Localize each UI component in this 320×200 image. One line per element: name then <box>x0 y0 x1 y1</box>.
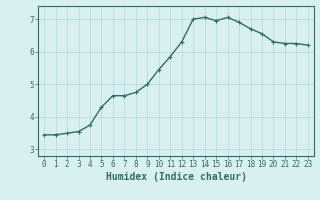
X-axis label: Humidex (Indice chaleur): Humidex (Indice chaleur) <box>106 172 246 182</box>
